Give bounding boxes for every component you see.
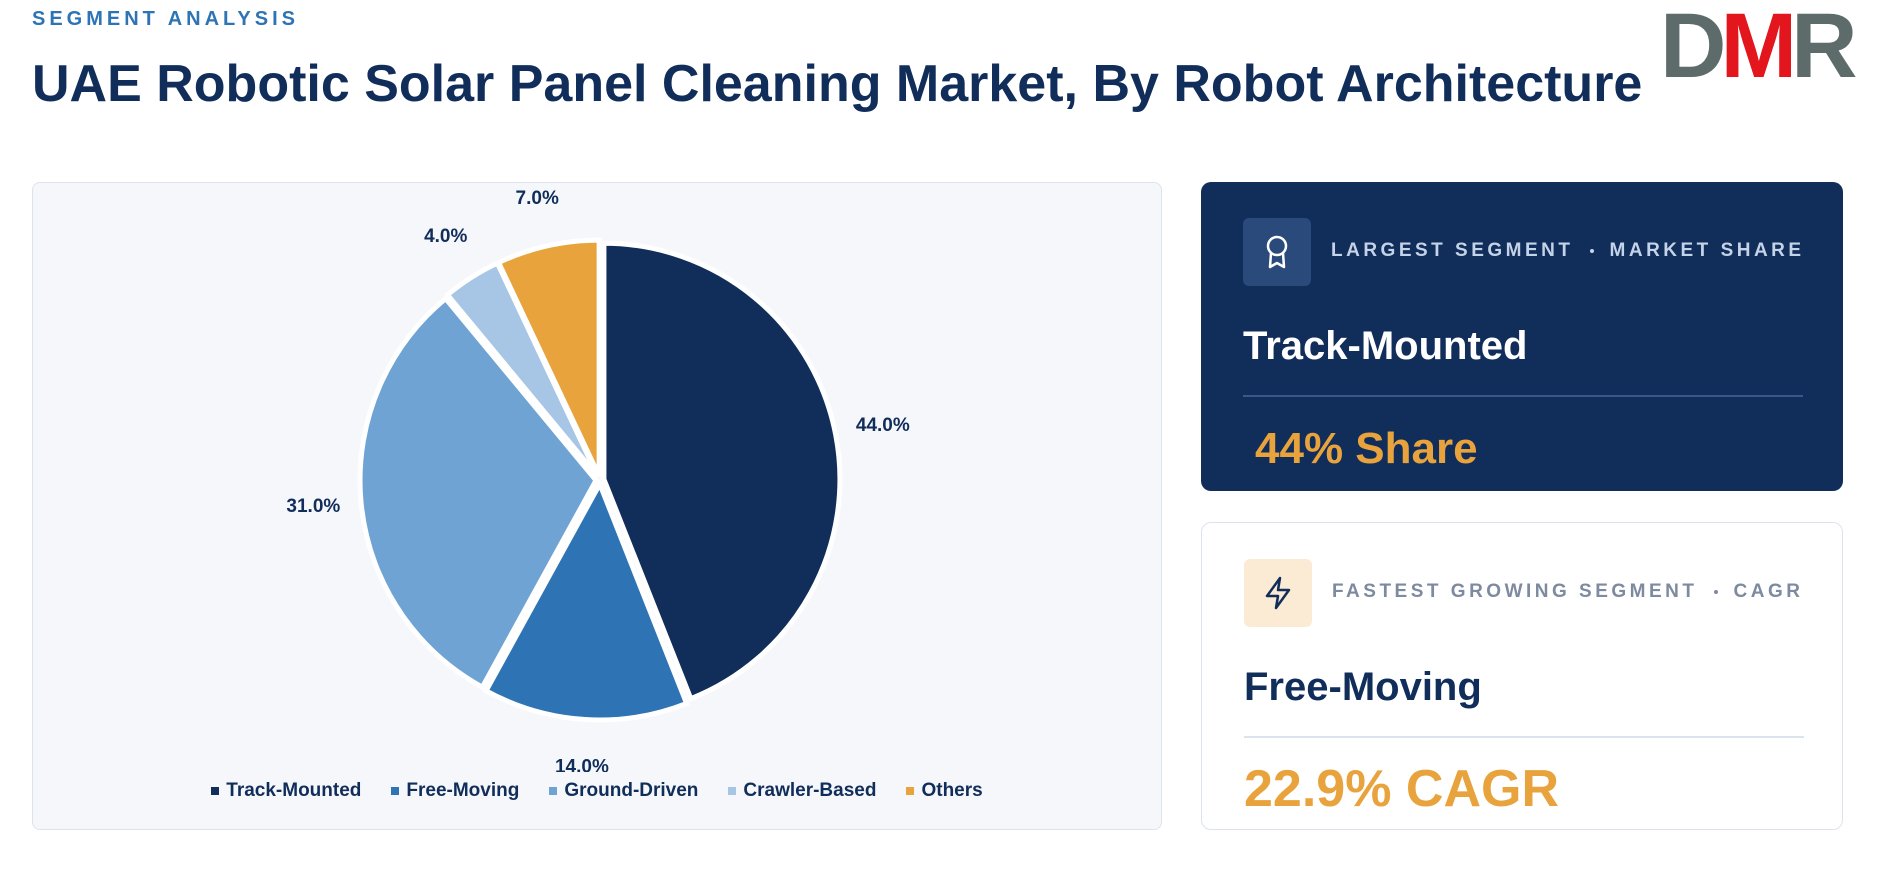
separator [1589, 249, 1594, 253]
segment-name: Free-Moving [1244, 665, 1482, 709]
legend-swatch [549, 787, 558, 795]
legend-label: Crawler-Based [743, 780, 877, 801]
legend-swatch [391, 787, 400, 795]
chart: 44.0% 14.0% 31.0% 4.0% 7.0% [286, 188, 910, 772]
data-label: 4.0% [424, 226, 467, 247]
divider [1243, 395, 1803, 397]
segment-value: 22.9% CAGR [1244, 760, 1559, 818]
legend-item: Track-Mounted [211, 780, 361, 802]
legend: Track-Mounted Free-Moving Ground-Driven Cra… [32, 780, 1162, 802]
legend-item: Crawler-Based [728, 780, 876, 802]
icon-box [1243, 218, 1311, 286]
legend-swatch [906, 787, 915, 795]
legend-label: Track-Mounted [226, 780, 362, 801]
pie-slice [482, 478, 690, 723]
data-label: 14.0% [555, 756, 609, 772]
eyebrow: SEGMENT ANALYSIS [32, 8, 299, 30]
data-label: 7.0% [516, 188, 559, 209]
legend-label: Ground-Driven [564, 780, 699, 801]
metric: MARKET SHARE [1609, 240, 1805, 261]
legend-item: Free-Moving [391, 780, 519, 802]
legend-swatch [211, 787, 220, 795]
page-title: UAE Robotic Solar Panel Cleaning Market,… [32, 55, 1643, 113]
pie-slice [601, 240, 843, 702]
legend-swatch [728, 787, 737, 795]
legend-item: Ground-Driven [549, 780, 698, 802]
card-label: LARGEST SEGMENT MARKET SHARE [1331, 240, 1805, 262]
legend-label: Others [921, 780, 983, 801]
pie-slice [357, 295, 600, 691]
pie-slice [495, 237, 602, 478]
divider [1244, 736, 1804, 738]
segment-name: Track-Mounted [1243, 324, 1528, 368]
largest-segment-card: LARGEST SEGMENT MARKET SHARE Track-Mounte… [1201, 182, 1843, 491]
logo-text: M [1720, 0, 1797, 97]
award-icon [1266, 235, 1288, 269]
icon-box [1244, 559, 1312, 627]
data-label: 44.0% [856, 415, 910, 436]
label: FASTEST GROWING SEGMENT [1332, 581, 1698, 602]
legend-label: Free-Moving [406, 780, 520, 801]
fastest-segment-card: FASTEST GROWING SEGMENT CAGR Free-Moving … [1201, 522, 1843, 830]
logo-text: R [1791, 0, 1857, 97]
segment-value: 44% Share [1255, 424, 1478, 473]
bolt-icon [1265, 576, 1291, 610]
separator [1713, 590, 1718, 594]
logo: DMR [1660, 0, 1858, 99]
data-label: 31.0% [286, 496, 340, 517]
label: LARGEST SEGMENT [1331, 240, 1574, 261]
metric: CAGR [1733, 581, 1804, 602]
logo-text: D [1660, 0, 1726, 97]
legend-item: Others [906, 780, 983, 802]
card-label: FASTEST GROWING SEGMENT CAGR [1332, 581, 1803, 603]
